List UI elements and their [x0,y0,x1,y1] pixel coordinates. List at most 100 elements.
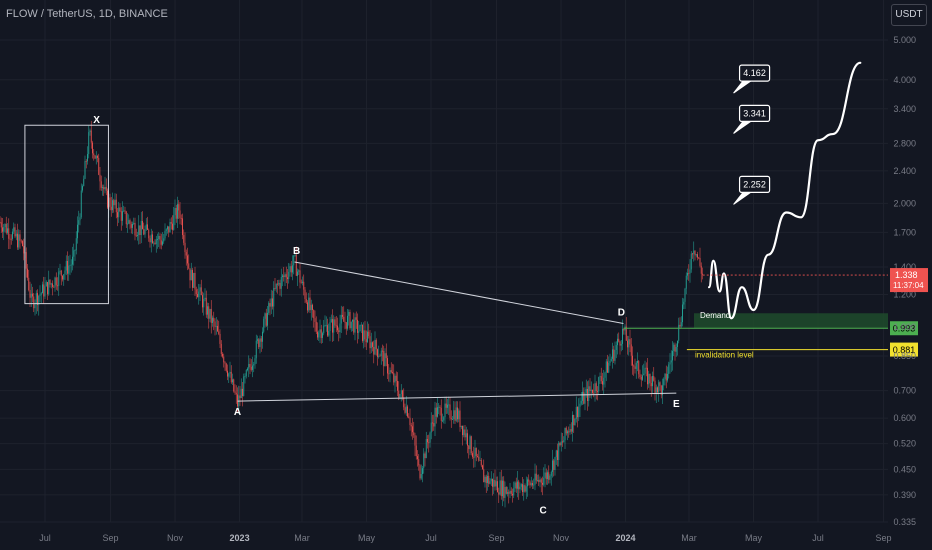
candle-body [555,450,557,458]
candle-body [12,231,13,239]
candle-body [289,266,291,272]
candle-body [154,242,156,244]
candle-body [689,269,691,274]
currency-selector[interactable]: USDT [891,4,927,26]
candle-body [224,362,226,364]
candle-body [495,481,497,487]
candle-body [698,257,700,259]
candle-body [679,324,681,327]
candle-body [377,349,378,357]
candle-body [3,227,5,232]
candle-body [47,282,48,295]
candle-body [234,391,236,393]
candle-body [165,229,167,231]
candle-body [648,373,650,385]
candle-body [274,287,276,289]
candle-body [415,445,417,457]
candle-body [150,234,152,243]
price-tick-label: 2.800 [893,138,916,148]
candle-body [477,455,478,457]
candle-body [85,161,87,162]
candle-body [240,388,242,399]
candle-body [684,288,686,302]
candle-body [604,372,606,378]
candle-body [327,325,328,336]
candle-body [55,277,57,286]
candle-body [639,374,641,378]
trendline-b-d [294,261,624,324]
candle-body [544,472,546,478]
candle-body [13,227,15,232]
candle-body [52,283,53,287]
candle-body [524,485,526,492]
candle-body [424,453,426,459]
candle-body [368,331,370,337]
candle-body [45,282,47,287]
candle-body [288,271,290,280]
price-tick-label: 0.520 [893,439,916,449]
candle-body [420,474,422,479]
candle-body [468,445,470,450]
candle-body [360,324,362,326]
candle-body [379,355,381,357]
candle-body [28,277,30,291]
candle-body [269,303,271,307]
candle-body [489,481,491,484]
candle-body [619,341,621,346]
candle-body [422,468,423,475]
candle-body [685,275,687,289]
candle-body [430,422,432,433]
candle-body [202,295,203,308]
candle-body [638,361,640,375]
candle-body [230,371,232,383]
candle-body [250,366,252,370]
candle-body [579,403,581,407]
candle-body [273,287,275,307]
target-box [738,64,771,82]
candle-body [139,225,141,236]
candle-body [280,276,282,289]
candle-body [442,420,443,422]
price-tick-label: 2.400 [893,166,916,176]
candle-body [323,325,325,334]
candle-body [315,321,317,332]
candle-body [235,392,237,395]
candle-body [35,293,37,304]
candle-body [488,475,490,484]
candle-body [572,415,573,432]
candle-body [348,311,350,316]
candle-body [20,240,22,242]
candle-body [97,156,98,158]
candle-body [263,318,265,332]
candle-body [330,319,332,323]
candle-body [173,215,175,230]
candle-body [667,373,668,381]
candle-body [588,386,590,401]
candle-body [493,479,495,487]
candle-body [222,353,223,357]
candle-body [418,459,420,466]
candle-body [18,234,20,248]
candle-body [649,373,651,384]
candle-body [142,220,143,230]
candle-body [410,424,412,427]
candle-body [440,407,442,421]
candle-body [702,273,703,275]
time-tick-label: Nov [167,533,184,543]
candle-body [193,272,195,288]
candle-body [145,224,147,230]
candle-body [0,222,2,228]
candle-body [132,223,133,228]
pattern-layer: X A B C D E Demand invalidation level [24,115,888,517]
candle-body [677,340,678,347]
candle-body [654,380,656,393]
candle-body [72,256,73,265]
candle-body [15,233,17,237]
candle-body [387,358,388,374]
candle-body [252,365,253,370]
candle-body [528,479,530,482]
candle-body [129,220,131,225]
candle-body [519,486,521,490]
candle-body [670,360,672,363]
